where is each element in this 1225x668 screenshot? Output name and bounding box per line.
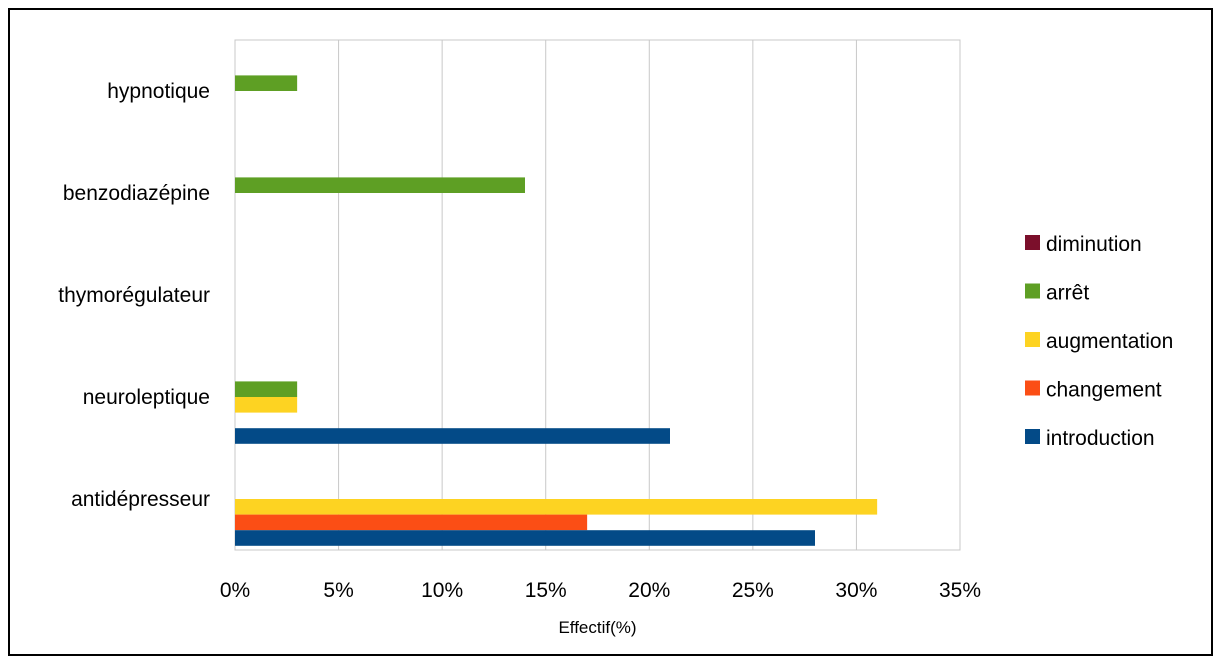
legend-swatch	[1025, 429, 1040, 444]
legend-entry: augmentation	[1046, 330, 1173, 353]
x-tick-label: 15%	[525, 579, 567, 602]
plot-area	[234, 39, 961, 551]
x-tick-label: 25%	[732, 579, 774, 602]
legend-entry: diminution	[1046, 233, 1142, 256]
x-tick-label: 5%	[323, 579, 353, 602]
legend-swatch	[1025, 283, 1040, 299]
legend-swatch	[1025, 332, 1040, 347]
legend-swatch	[1025, 380, 1040, 396]
legend-entry: changement	[1046, 379, 1162, 402]
x-tick-label: 30%	[835, 579, 877, 602]
legend-swatch	[1025, 235, 1040, 250]
category-label: neuroleptique	[83, 386, 210, 409]
category-label: hypnotique	[107, 80, 210, 103]
x-tick-label: 20%	[628, 579, 670, 602]
bar-arrêt	[235, 75, 298, 91]
chart-frame	[8, 8, 1213, 656]
bar-augmentation	[235, 499, 878, 515]
x-tick-label: 0%	[220, 579, 250, 602]
bar-augmentation	[235, 397, 298, 413]
legend-entry: arrêt	[1046, 282, 1089, 305]
bar-arrêt	[235, 177, 525, 193]
category-label: thymorégulateur	[58, 284, 210, 307]
legend-entry: introduction	[1046, 427, 1155, 450]
bar-introduction	[235, 428, 670, 444]
category-label: antidépresseur	[71, 488, 210, 511]
x-tick-label: 10%	[421, 579, 463, 602]
bar-arrêt	[235, 381, 298, 397]
x-tick-label: 35%	[939, 579, 981, 602]
bar-introduction	[235, 530, 815, 546]
x-axis-label: Effectif(%)	[558, 618, 636, 637]
bar-changement	[235, 514, 588, 531]
category-label: benzodiazépine	[63, 182, 210, 205]
